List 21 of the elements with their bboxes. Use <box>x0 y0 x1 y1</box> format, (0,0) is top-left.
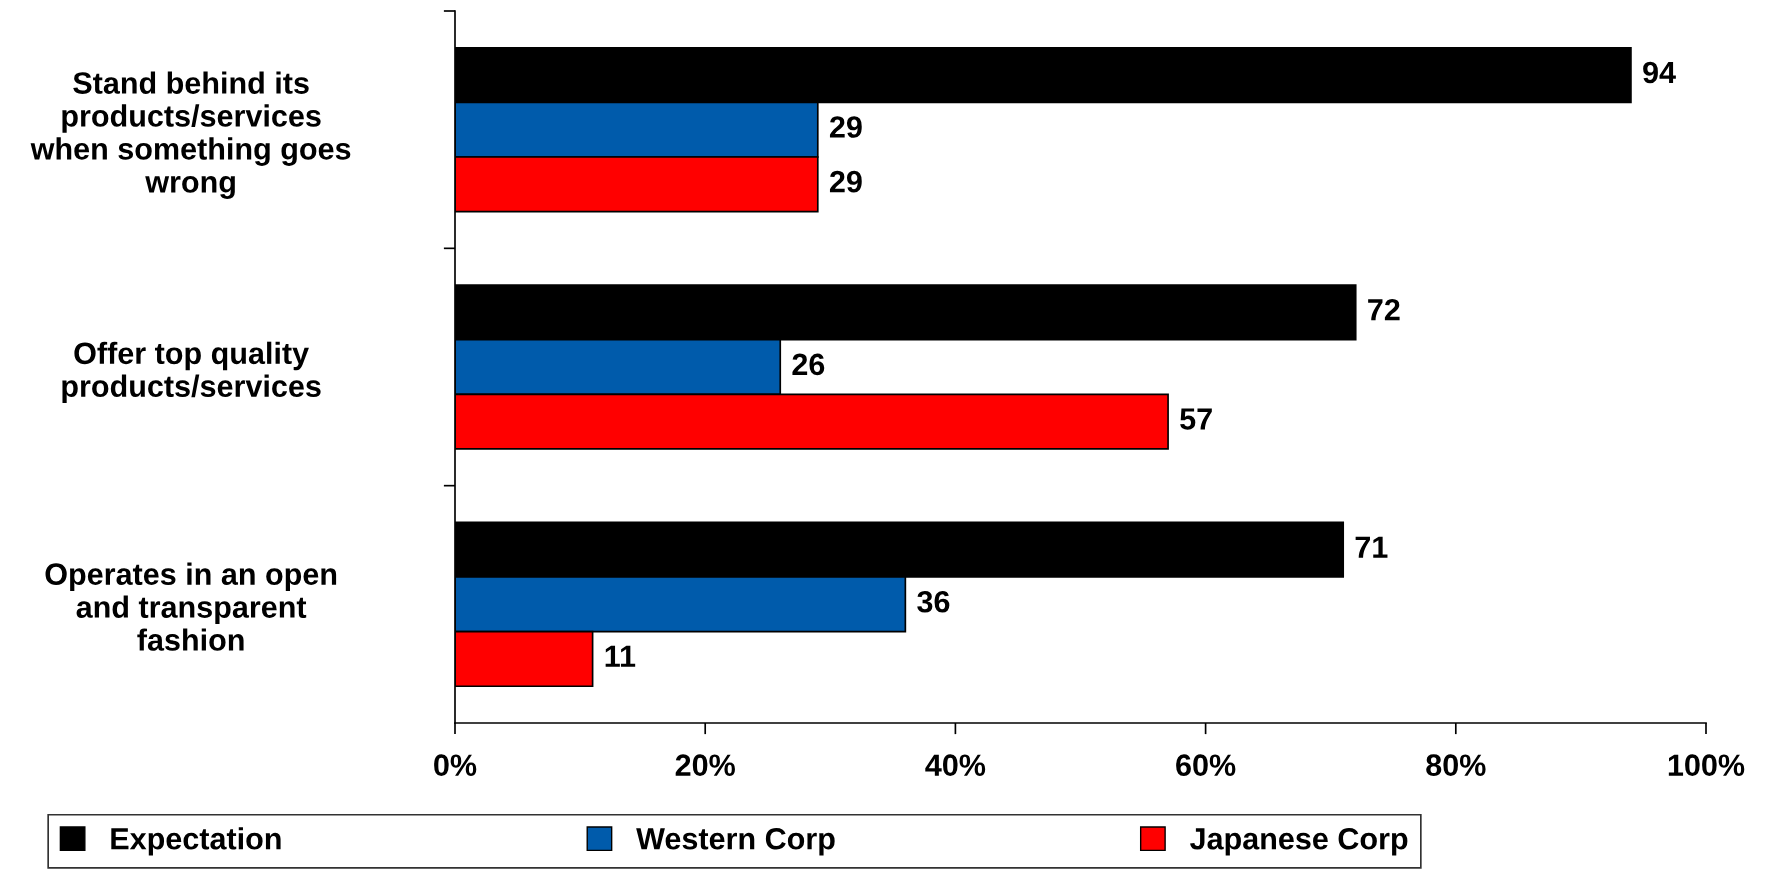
data-label: 71 <box>1355 536 1388 558</box>
legend-label: Western Corp <box>636 827 835 856</box>
data-label: 29 <box>829 116 862 138</box>
data-label: 36 <box>917 590 950 613</box>
legend-label: Expectation <box>111 827 281 856</box>
y-tick-label: Offer top quality products/services <box>62 341 321 404</box>
data-label: 72 <box>1368 298 1400 321</box>
x-tick-label: 20% <box>675 754 735 776</box>
x-tick-label: 0% <box>434 754 477 776</box>
x-tick-label: 60% <box>1176 754 1236 776</box>
x-tick-label: 100% <box>1668 754 1745 776</box>
x-tick-label: 40% <box>925 754 986 776</box>
data-label: 29 <box>829 170 862 193</box>
data-label: 26 <box>792 353 825 376</box>
y-tick-label: Stand behind its products/services when something goes wrong <box>30 71 351 199</box>
legend-label: Japanese Corp <box>1190 827 1408 856</box>
y-tick-label: Operates in an open and transparent fashion <box>45 562 337 651</box>
data-label: 57 <box>1180 408 1212 430</box>
data-label: 11 <box>605 645 636 667</box>
data-label: 94 <box>1643 61 1676 84</box>
x-tick-label: 80% <box>1426 754 1486 776</box>
